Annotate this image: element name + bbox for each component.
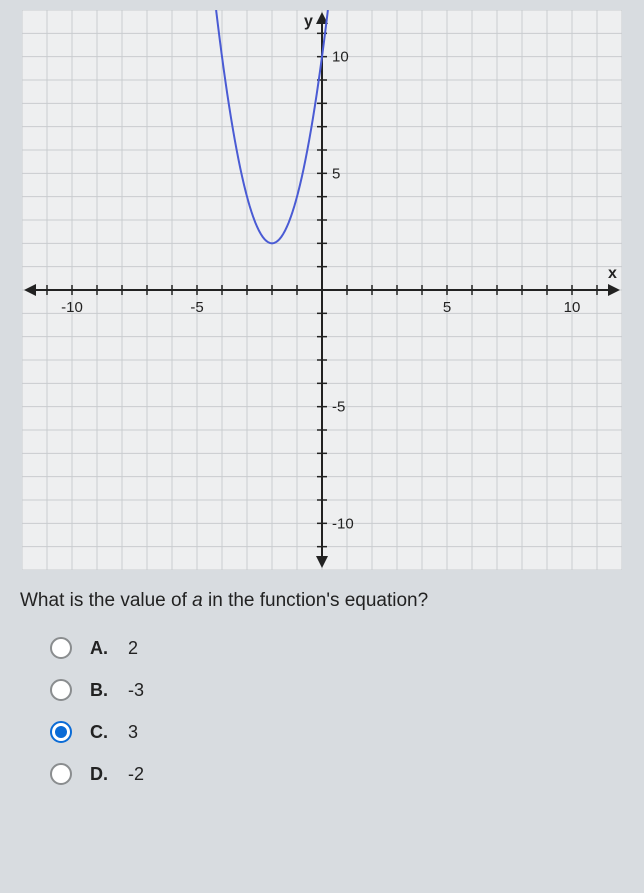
option-value: -3 <box>128 680 144 701</box>
question-block: What is the value of a in the function's… <box>0 570 644 785</box>
options-list: A. 2 B. -3 C. 3 D. -2 <box>20 637 624 785</box>
option-row-c[interactable]: C. 3 <box>50 721 624 743</box>
radio-dot <box>55 726 67 738</box>
option-row-a[interactable]: A. 2 <box>50 637 624 659</box>
option-letter: A. <box>90 638 120 659</box>
radio-button[interactable] <box>50 637 72 659</box>
svg-text:-10: -10 <box>61 299 83 316</box>
option-value: 3 <box>128 722 138 743</box>
coordinate-graph: -10 -5 5 10 10 5 -5 -10 x y <box>22 10 622 570</box>
option-letter: B. <box>90 680 120 701</box>
radio-button[interactable] <box>50 721 72 743</box>
svg-text:-5: -5 <box>190 299 203 316</box>
option-letter: D. <box>90 764 120 785</box>
option-row-b[interactable]: B. -3 <box>50 679 624 701</box>
svg-text:-10: -10 <box>332 515 354 532</box>
svg-text:-5: -5 <box>332 399 345 416</box>
svg-text:5: 5 <box>443 299 451 316</box>
radio-button[interactable] <box>50 679 72 701</box>
question-text: What is the value of a in the function's… <box>20 590 624 612</box>
svg-text:5: 5 <box>332 165 340 182</box>
question-suffix: in the function's equation? <box>203 590 428 611</box>
radio-button[interactable] <box>50 763 72 785</box>
option-value: -2 <box>128 764 144 785</box>
svg-text:10: 10 <box>332 49 349 66</box>
graph-svg: -10 -5 5 10 10 5 -5 -10 x y <box>22 10 622 570</box>
option-value: 2 <box>128 638 138 659</box>
svg-text:10: 10 <box>564 299 581 316</box>
svg-text:x: x <box>608 265 617 282</box>
question-prefix: What is the value of <box>20 590 192 611</box>
question-var: a <box>192 590 203 611</box>
svg-text:y: y <box>304 13 313 30</box>
option-letter: C. <box>90 722 120 743</box>
option-row-d[interactable]: D. -2 <box>50 763 624 785</box>
